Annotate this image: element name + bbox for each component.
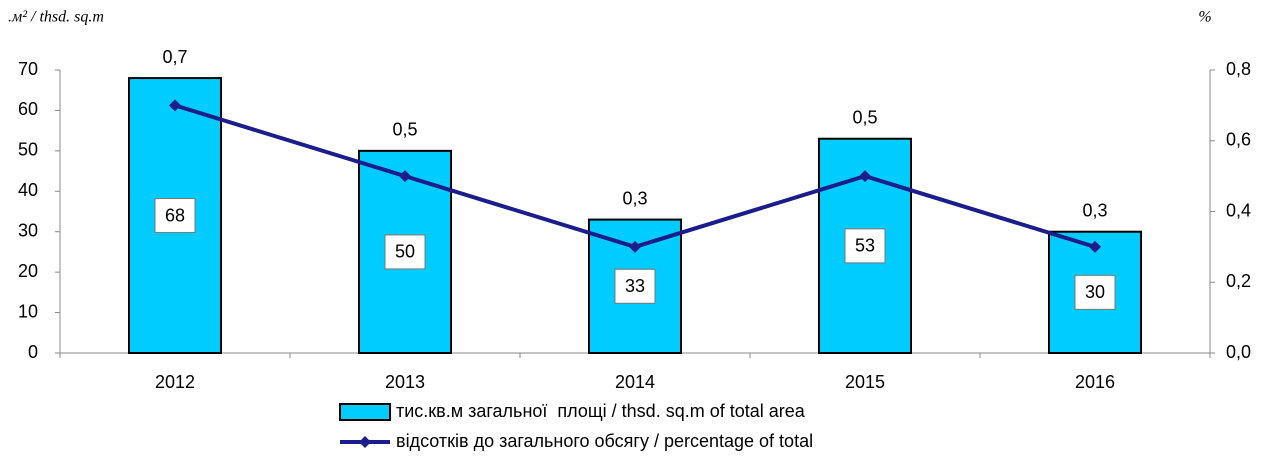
- data-label-box: [844, 228, 886, 264]
- x-tick-label: 2013: [385, 372, 425, 392]
- data-label: 0,3: [1082, 200, 1107, 220]
- data-label: 0,5: [852, 107, 877, 127]
- y-tick-label: 70: [18, 59, 38, 79]
- data-label: 0,3: [622, 188, 647, 208]
- legend-marker: [359, 436, 371, 448]
- line-marker: [169, 99, 181, 112]
- data-label-box: [154, 198, 196, 234]
- data-label-box: [384, 234, 426, 270]
- x-tick-label: 2015: [845, 372, 885, 392]
- line-marker: [859, 170, 871, 183]
- data-label: 68: [165, 205, 185, 225]
- legend-swatch: [339, 403, 391, 421]
- y-tick-label: 40: [18, 180, 38, 200]
- data-label-box: [614, 268, 656, 304]
- data-label: 53: [855, 236, 875, 256]
- legend-label: тис.кв.м загальної площі / thsd. sq.m of…: [396, 401, 806, 421]
- data-label: 30: [1085, 282, 1105, 302]
- legend-label: відсотків до загального обсягу / percent…: [396, 431, 813, 451]
- y2-axis-label: %: [1198, 9, 1211, 26]
- data-label: 0,7: [162, 47, 187, 67]
- y2-tick-label: 0,0: [1226, 342, 1251, 362]
- x-tick-label: 2016: [1075, 372, 1115, 392]
- data-label-box: [1074, 274, 1116, 310]
- y2-tick-label: 0,2: [1226, 271, 1251, 291]
- line-marker: [1089, 240, 1101, 253]
- y-tick-label: 60: [18, 99, 38, 119]
- y2-tick-label: 0,4: [1226, 200, 1251, 220]
- y-axis-label: .м² / thsd. sq.m: [8, 9, 104, 26]
- line-marker: [629, 240, 641, 253]
- y2-tick-label: 0,6: [1226, 130, 1251, 150]
- y-tick-label: 0: [28, 342, 38, 362]
- data-label: 50: [395, 242, 415, 262]
- data-label: 0,5: [392, 120, 417, 140]
- y-tick-label: 10: [18, 301, 38, 321]
- y2-tick-label: 0,8: [1226, 59, 1251, 79]
- line-marker: [399, 170, 411, 183]
- x-tick-label: 2014: [615, 372, 655, 392]
- y-tick-label: 20: [18, 261, 38, 281]
- data-label: 33: [625, 276, 645, 296]
- x-tick-label: 2012: [155, 372, 195, 392]
- y-tick-label: 30: [18, 220, 38, 240]
- y-tick-label: 50: [18, 140, 38, 160]
